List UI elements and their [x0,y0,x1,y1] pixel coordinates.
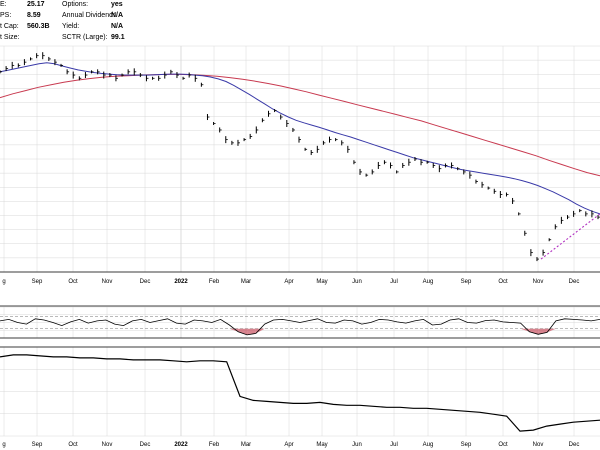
oversold-fill [229,328,239,332]
x-tick-label: Feb [209,442,220,448]
info-right-row: Options: yes [62,1,123,9]
x-tick-label: Apr [284,279,293,285]
oversold-fill [247,328,256,335]
x-tick-label: Oct [68,442,78,448]
x-tick-label: Nov [102,442,113,448]
x-tick-label: Dec [569,442,580,448]
x-tick-label: Nov [533,442,544,448]
price-x-axis: g Sep Oct Nov Dec 2022 Feb Mar Apr May Jun Jul Aug Se… [2,279,579,285]
x-tick-label: Sep [32,279,43,285]
x-tick-label: Dec [140,442,151,448]
info-value: N/A [111,23,124,30]
x-tick-label: Feb [209,279,220,285]
x-tick-label: Sep [32,442,43,448]
price-panel [0,52,600,262]
info-value: N/A [111,12,124,19]
x-tick-label: Aug [423,279,434,285]
info-label: PS: [0,12,12,19]
x-tick-label: Nov [102,279,113,285]
oversold-fill [255,328,265,334]
relative-strength-panel [0,346,600,437]
info-label: t Size: [0,34,20,41]
oversold-fill [538,328,548,335]
x-tick-label: Jun [352,279,362,285]
info-label: Options: [62,1,89,8]
info-value: 99.1 [111,34,125,41]
info-label: SCTR (Large): [62,34,108,41]
x-tick-label: Oct [498,279,508,285]
x-tick-label: g [2,279,5,285]
info-label: t Cap: [0,23,19,30]
info-left-row: PS: 8.59 [0,12,41,20]
x-tick-label: Sep [461,279,472,285]
x-tick-label: 2022 [174,279,188,285]
x-tick-label: Oct [68,279,78,285]
trendline [540,213,600,260]
info-value: 560.3B [27,23,50,30]
ratio-line [0,354,600,432]
info-value: yes [111,1,123,8]
info-value: 8.59 [27,12,41,19]
info-label: E: [0,1,7,8]
x-tick-label: Sep [461,442,472,448]
x-tick-label: Oct [498,442,508,448]
x-tick-label: g [2,442,5,448]
info-right-row: SCTR (Large): 99.1 [62,34,125,42]
x-tick-label: May [316,279,327,285]
x-tick-label: Apr [284,442,293,448]
oscillator-line [0,318,600,336]
x-tick-label: May [316,442,327,448]
info-right-row: Annual Dividend: N/A [62,12,123,20]
rs-x-axis: g Sep Oct Nov Dec 2022 Feb Mar Apr May Jun Jul Aug Se… [2,442,579,448]
x-tick-label: Mar [241,279,251,285]
price-grid [0,45,600,273]
info-value: 25.17 [27,1,45,8]
oversold-fill [238,328,248,335]
ma-long-line [0,73,600,177]
x-tick-label: 2022 [174,442,188,448]
x-tick-label: Jul [390,442,398,448]
oscillator-panel [0,305,600,339]
x-tick-label: Aug [423,442,434,448]
info-right-row: Yield: N/A [62,23,123,31]
x-tick-label: Jun [352,442,362,448]
info-left-row: E: 25.17 [0,1,45,9]
x-tick-label: Jul [390,279,398,285]
ma-short-line [0,62,600,215]
x-tick-label: Nov [533,279,544,285]
info-left-row: t Size: [0,34,19,42]
info-label: Annual Dividend: [62,12,115,19]
x-tick-label: Dec [569,279,580,285]
x-tick-label: Dec [140,279,151,285]
oversold-fill [529,328,539,335]
x-tick-label: Mar [241,442,251,448]
info-label: Yield: [62,23,80,30]
info-left-row: t Cap: 560.3B [0,23,50,31]
